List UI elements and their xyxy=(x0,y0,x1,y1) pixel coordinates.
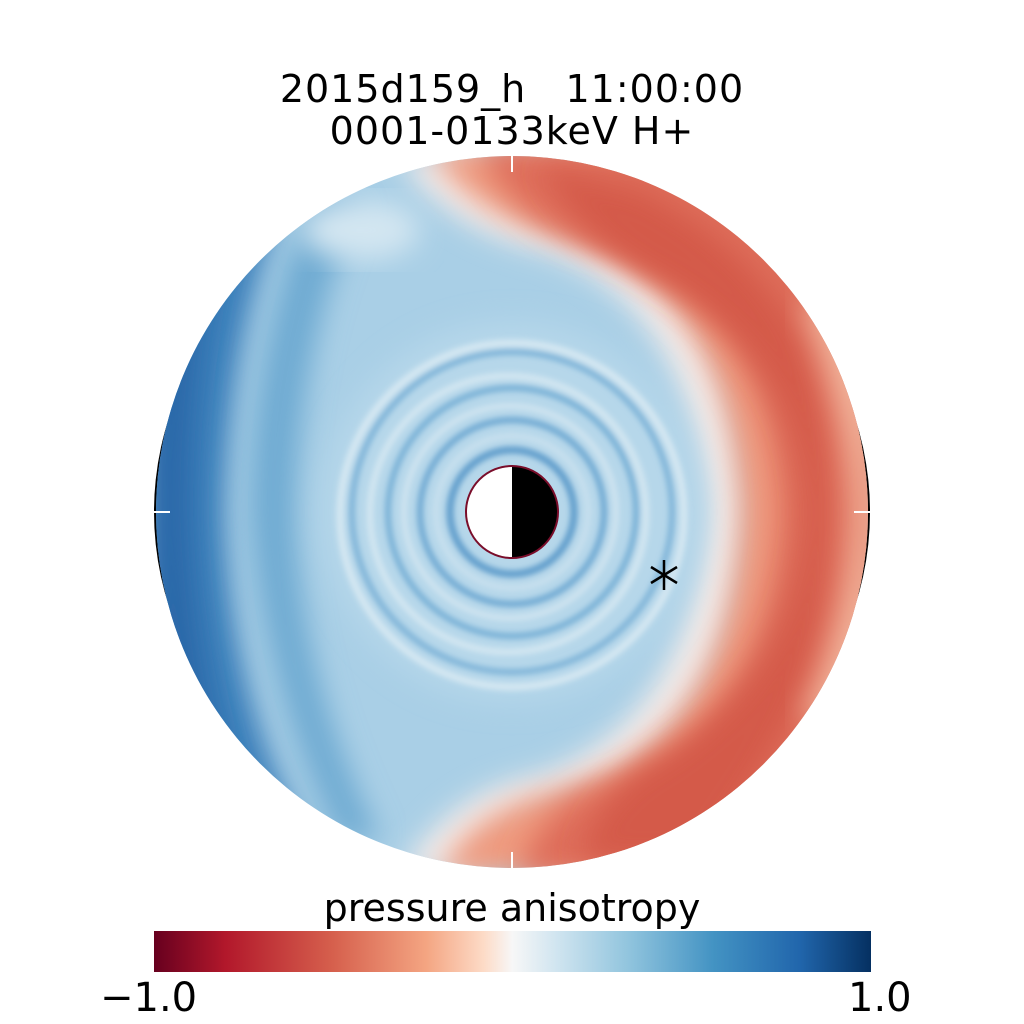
chart-title: 2015d159_h 11:00:00 xyxy=(279,67,745,111)
colorbar-min-label: −1.0 xyxy=(100,975,198,1021)
colorbar-gradient xyxy=(154,931,871,972)
axis-ticks xyxy=(152,156,872,868)
colorbar-max-label: 1.0 xyxy=(848,975,912,1021)
colorbar-label: pressure anisotropy xyxy=(323,886,701,930)
ripple-rings xyxy=(336,339,688,691)
colorbar xyxy=(154,931,871,972)
position-marker-asterisk xyxy=(650,560,678,590)
central-body xyxy=(465,465,559,559)
chart-subtitle: 0001-0133keV H+ xyxy=(329,109,695,153)
